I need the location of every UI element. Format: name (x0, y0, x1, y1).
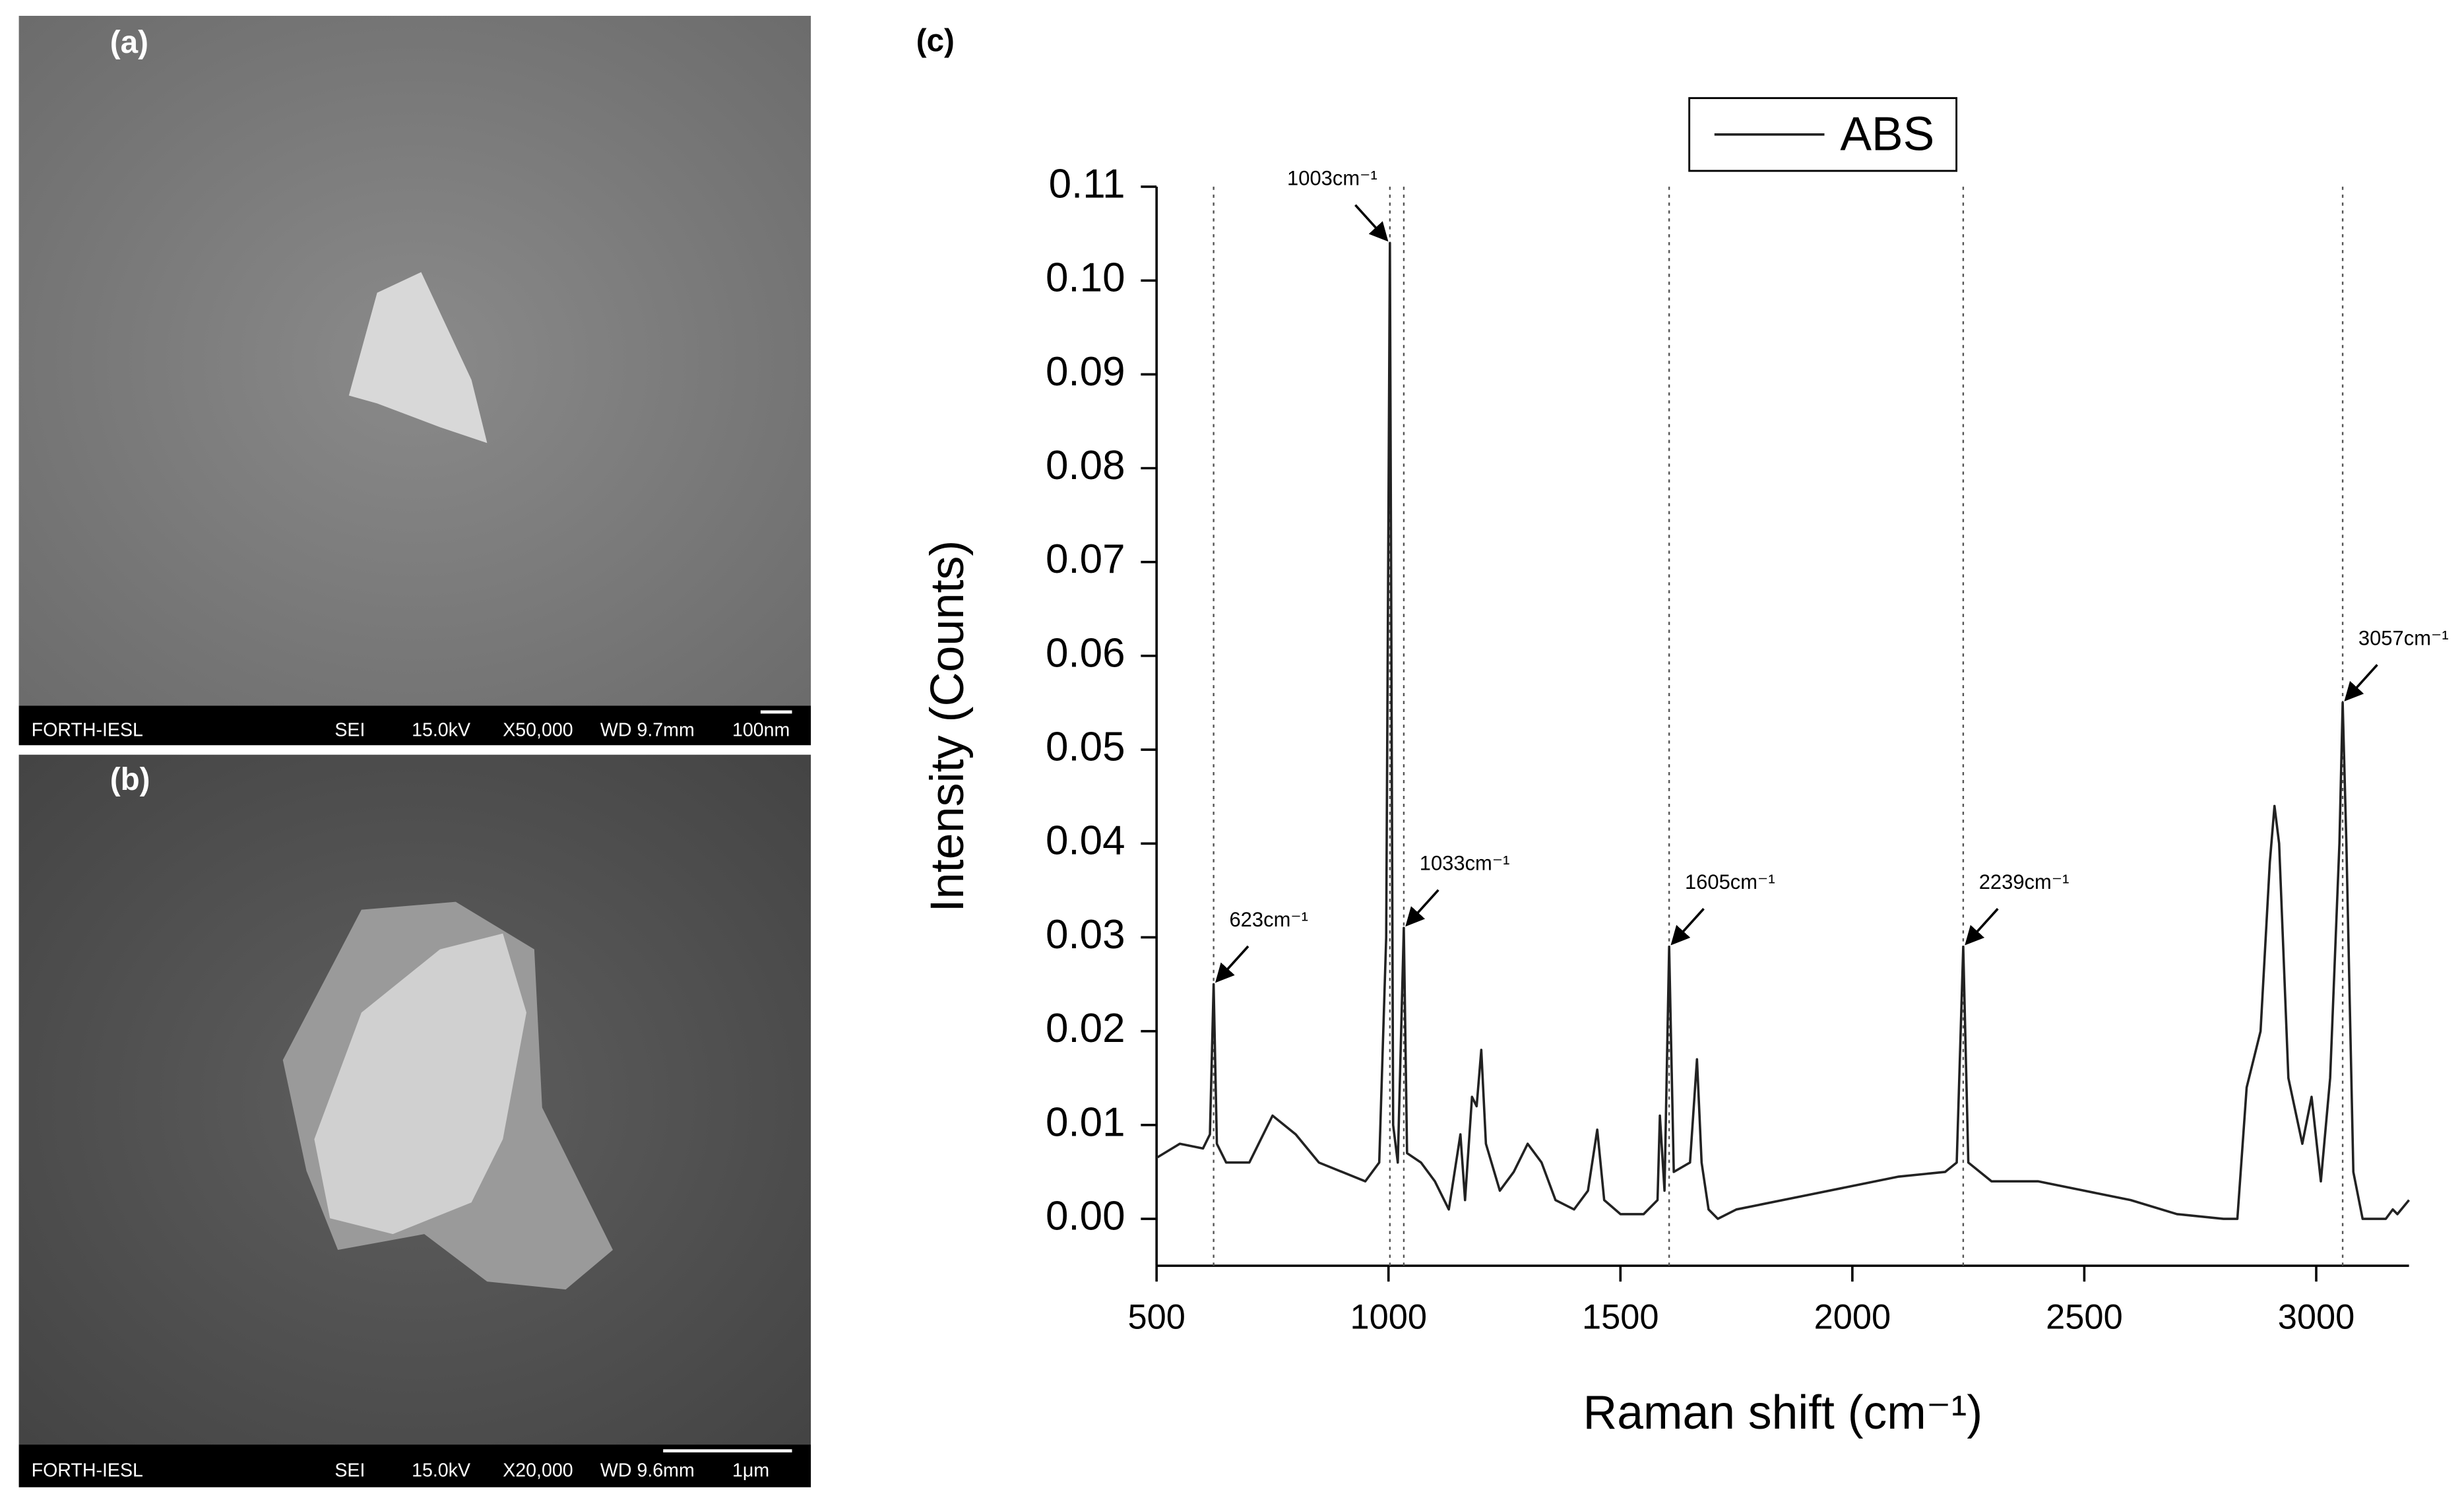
annotation-arrow (2344, 664, 2378, 701)
x-tick-label: 500 (1127, 1297, 1185, 1336)
info-bar-a (18, 705, 811, 746)
x-axis-title: Raman shift (cm⁻¹) (1583, 1386, 1982, 1439)
y-tick-label: 0.02 (1046, 1006, 1125, 1051)
x-tick-label: 1500 (1582, 1297, 1659, 1336)
y-tick-label: 0.08 (1046, 443, 1125, 488)
annotation-label: 1003cm⁻¹ (1287, 166, 1377, 189)
sem-info: 15.0kV (412, 719, 470, 740)
panel-label-a: (a) (110, 25, 148, 60)
annotation-label: 1033cm⁻¹ (1420, 851, 1510, 874)
particle-b (314, 933, 526, 1235)
spectrum-line (1156, 242, 2411, 1220)
sem-info: WD 9.7mm (600, 719, 695, 740)
y-tick-label: 0.05 (1046, 724, 1125, 769)
y-tick-label: 0.07 (1046, 536, 1125, 582)
y-tick-label: 0.04 (1046, 818, 1125, 864)
x-tick-label: 2000 (1814, 1297, 1891, 1336)
y-tick-label: 0.03 (1046, 912, 1125, 957)
y-axis-title: Intensity (Counts) (921, 540, 974, 913)
annotation-arrow (1215, 945, 1249, 983)
legend-label: ABS (1840, 108, 1934, 160)
panel-label-c: (c) (916, 23, 955, 58)
y-tick-label: 0.10 (1046, 255, 1125, 300)
sem-info: X50,000 (503, 719, 573, 740)
sem-info: 100nm (732, 719, 790, 740)
y-tick-label: 0.06 (1046, 630, 1125, 676)
annotation-arrow (1354, 204, 1389, 242)
sem-info: FORTH-IESL (32, 1460, 143, 1481)
x-tick-label: 1000 (1350, 1297, 1427, 1336)
annotation-label: 3057cm⁻¹ (2358, 626, 2449, 649)
sem-info: WD 9.6mm (600, 1460, 695, 1481)
sem-info: X20,000 (503, 1460, 573, 1481)
annotation-arrow (1405, 889, 1439, 927)
panel-label-b: (b) (110, 762, 150, 797)
y-tick-label: 0.00 (1046, 1193, 1125, 1239)
sem-info: 1μm (732, 1460, 769, 1481)
sem-info: SEI (334, 719, 365, 740)
x-tick-label: 2500 (2046, 1297, 2123, 1336)
particle-a (348, 272, 488, 443)
annotation-label: 2239cm⁻¹ (1979, 870, 2069, 893)
sem-info: SEI (334, 1460, 365, 1481)
y-tick-label: 0.09 (1046, 349, 1125, 395)
y-tick-label: 0.01 (1046, 1099, 1125, 1145)
annotation-label: 623cm⁻¹ (1229, 908, 1308, 931)
sem-info: FORTH-IESL (32, 719, 143, 740)
annotation-arrow (1670, 907, 1705, 946)
x-tick-label: 3000 (2278, 1297, 2355, 1336)
sem-info: 15.0kV (412, 1460, 470, 1481)
y-tick-label: 0.11 (1049, 161, 1125, 207)
annotation-arrow (1965, 907, 1999, 946)
annotation-label: 1605cm⁻¹ (1685, 870, 1775, 893)
